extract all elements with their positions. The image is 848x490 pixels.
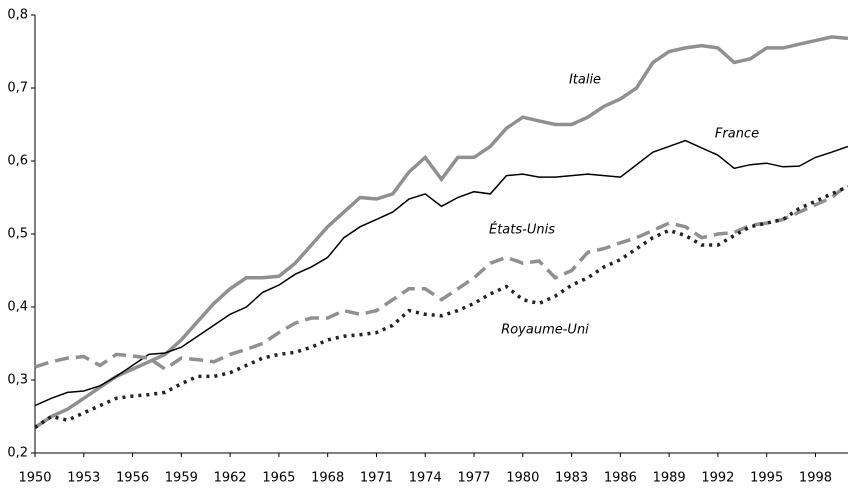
x-tick-label: 1953 bbox=[67, 471, 100, 486]
x-tick-label: 1950 bbox=[18, 471, 51, 486]
x-tick-label: 1956 bbox=[116, 471, 149, 486]
x-tick-label: 1998 bbox=[799, 471, 832, 486]
x-tick-label: 1992 bbox=[701, 471, 734, 486]
series-line bbox=[34, 183, 848, 372]
x-tick-label: 1977 bbox=[457, 471, 490, 486]
y-tick-label: 0,2 bbox=[7, 446, 28, 461]
x-tick-label: 1986 bbox=[604, 471, 637, 486]
x-tick-label: 1989 bbox=[653, 471, 686, 486]
x-tick-label: 1962 bbox=[214, 471, 247, 486]
y-tick-label: 0,8 bbox=[7, 8, 28, 23]
y-tick-label: 0,7 bbox=[7, 81, 28, 96]
x-tick-label: 1974 bbox=[409, 471, 442, 486]
series-label: France bbox=[715, 127, 759, 142]
series-label: Royaume-Uni bbox=[501, 323, 589, 338]
x-tick-label: 1965 bbox=[262, 471, 295, 486]
y-tick-label: 0,5 bbox=[7, 227, 28, 242]
x-tick-label: 1968 bbox=[311, 471, 344, 486]
x-tick-label: 1995 bbox=[750, 471, 783, 486]
x-tick-label: 1971 bbox=[360, 471, 393, 486]
series-line bbox=[34, 185, 848, 429]
x-tick-label: 1980 bbox=[506, 471, 539, 486]
series-line bbox=[34, 139, 848, 407]
series-label: États-Unis bbox=[489, 222, 555, 238]
y-tick-label: 0,3 bbox=[7, 373, 28, 388]
series-line bbox=[34, 35, 848, 429]
x-tick-label: 1983 bbox=[555, 471, 588, 486]
y-tick-label: 0,6 bbox=[7, 154, 28, 169]
x-tick-label: 1959 bbox=[165, 471, 198, 486]
y-tick-label: 0,4 bbox=[7, 300, 28, 315]
series-label: Italie bbox=[569, 73, 601, 88]
